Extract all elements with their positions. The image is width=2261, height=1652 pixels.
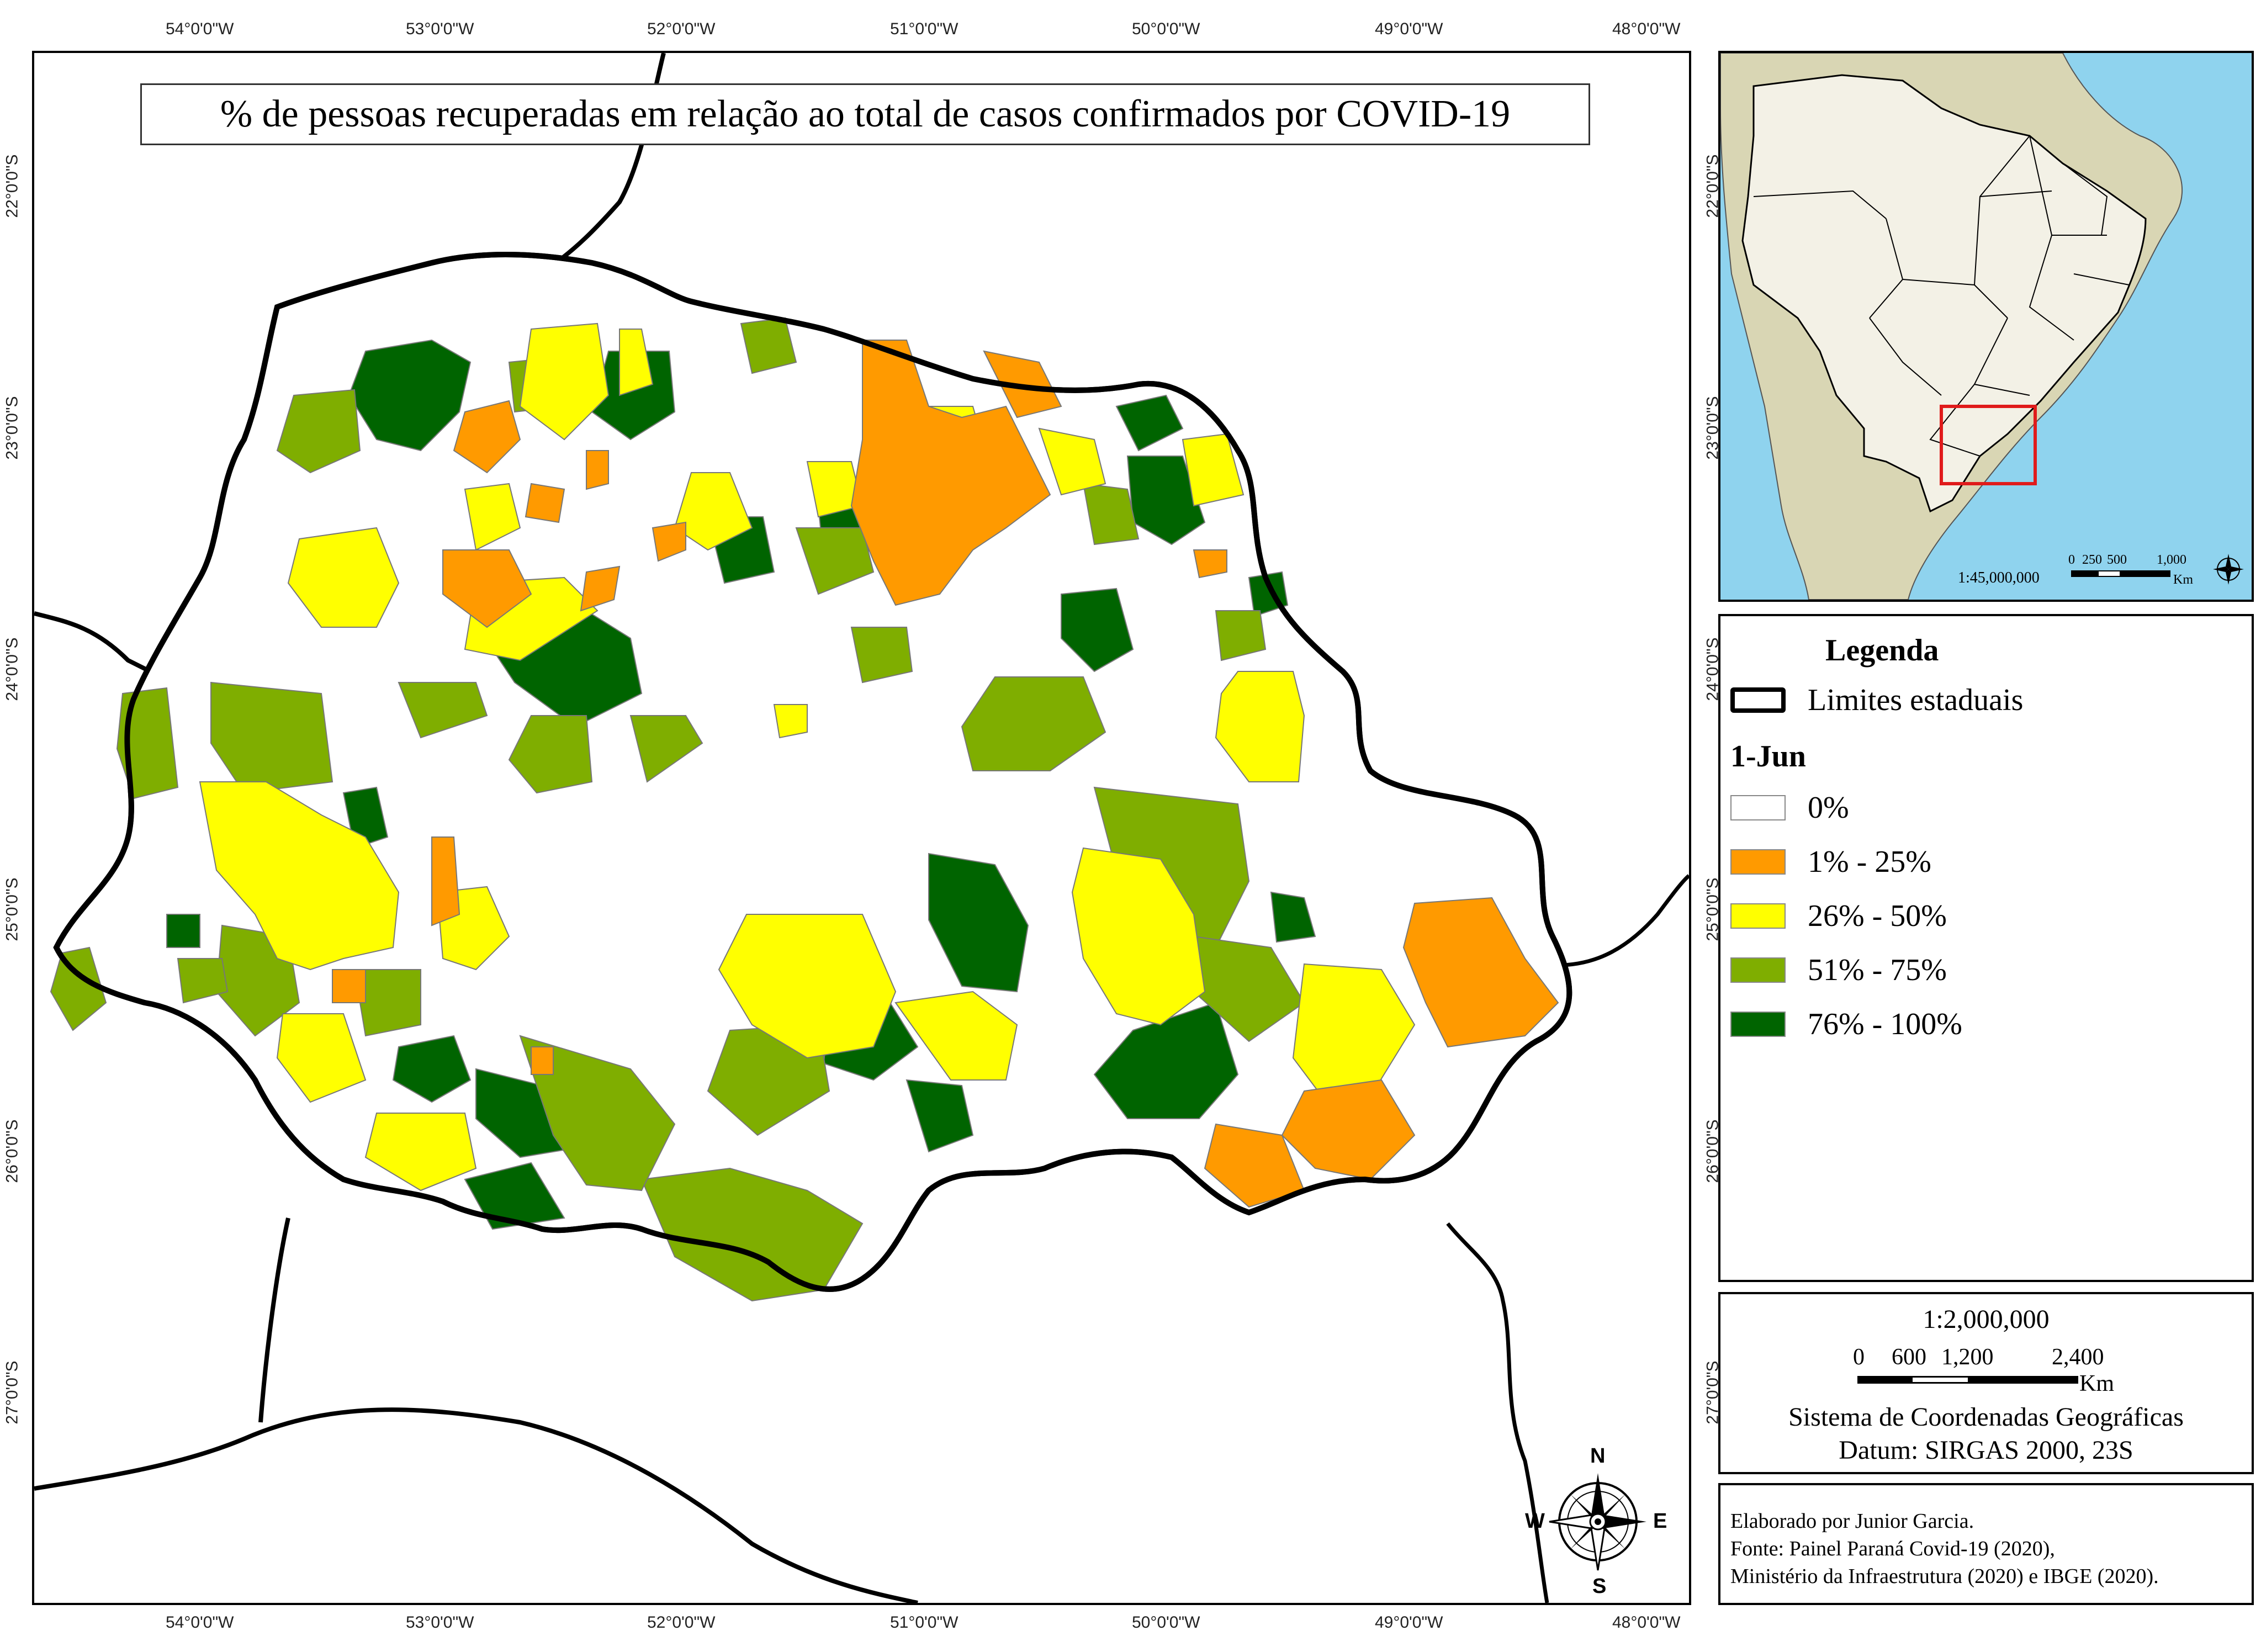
santa-catarina-coast (1446, 1222, 1549, 1603)
scale-unit: Km (2079, 1371, 2114, 1396)
inset-lat-tick-22: 22°0'0"S (1703, 154, 1722, 218)
credits-source-1: Fonte: Painel Paraná Covid-19 (2020), (1730, 1537, 2055, 1560)
sao-paulo-coast (1535, 874, 1689, 967)
legend-swatch-3 (1730, 957, 1786, 983)
inset-compass-icon (2213, 554, 2244, 585)
scale-label-600: 600 (1892, 1344, 1926, 1370)
legend-title: Legenda (1825, 633, 1939, 668)
lon-tick-top-49: 49°0'0"W (1375, 20, 1443, 38)
legend-class-2: 26% - 50% (1730, 898, 1947, 934)
scale-lat-tick-27: 27°0'0"S (1703, 1360, 1722, 1425)
lat-tick-left-22: 22°0'0"S (3, 154, 22, 218)
parana-map (34, 53, 1689, 1603)
lon-tick-bottom-52: 52°0'0"W (647, 1613, 716, 1632)
legend-lat-tick-25: 25°0'0"S (1703, 877, 1722, 941)
main-map-frame: % de pessoas recuperadas em relação ao t… (32, 51, 1691, 1605)
legend-label-4: 76% - 100% (1808, 1007, 1962, 1041)
compass-e-label: E (1653, 1510, 1667, 1533)
compass-rose-icon (1549, 1473, 1646, 1571)
lat-tick-left-26: 26°0'0"S (3, 1119, 22, 1183)
compass-w-label: W (1525, 1510, 1545, 1533)
scale-box: 1:2,000,000 0 600 1,200 2,400 Km Sistema… (1718, 1292, 2254, 1474)
legend-swatch-2 (1730, 903, 1786, 929)
north-arrow: N S W E (1525, 1444, 1669, 1599)
credits-source-2: Ministério da Infraestrutura (2020) e IB… (1730, 1565, 2159, 1588)
compass-n-label: N (1590, 1444, 1606, 1468)
south-state-line (258, 1217, 290, 1423)
lat-tick-left-25: 25°0'0"S (3, 877, 22, 941)
lon-tick-top-48: 48°0'0"W (1612, 20, 1681, 38)
inset-map-frame: 1:45,000,000 0 250 500 1,000 Km (1718, 51, 2254, 602)
inset-scale-bar: 0 250 500 1,000 Km (2068, 553, 2212, 591)
lon-tick-bottom-50: 50°0'0"W (1132, 1613, 1200, 1632)
legend-lat-tick-26: 26°0'0"S (1703, 1119, 1722, 1183)
inset-scale-500: 500 (2107, 553, 2127, 567)
legend-swatch-1 (1730, 849, 1786, 875)
legend-state-limits: Limites estaduais (1730, 682, 2023, 718)
municipality-patches (50, 317, 1559, 1302)
scale-ratio: 1:2,000,000 (1923, 1305, 2050, 1334)
credits-box: Elaborado por Junior Garcia. Fonte: Pain… (1718, 1483, 2254, 1605)
credits-author: Elaborado por Junior Garcia. (1730, 1510, 1974, 1533)
lon-tick-top-54: 54°0'0"W (166, 20, 234, 38)
lat-tick-left-24: 24°0'0"S (3, 637, 22, 701)
inset-scale-ratio: 1:45,000,000 (1958, 569, 2040, 586)
west-border-line (34, 611, 151, 674)
scale-label-1200: 1,200 (1941, 1344, 1994, 1370)
lon-tick-bottom-53: 53°0'0"W (406, 1613, 474, 1632)
compass-s-label: S (1592, 1575, 1607, 1598)
lon-tick-bottom-51: 51°0'0"W (890, 1613, 959, 1632)
inset-scale-0: 0 (2068, 553, 2075, 567)
inset-scale-unit: Km (2173, 573, 2193, 587)
inset-scale-250: 250 (2082, 553, 2102, 567)
legend-swatch-4 (1730, 1012, 1786, 1037)
brazil-land (1741, 74, 2147, 513)
datum-label: Datum: SIRGAS 2000, 23S (1839, 1436, 2133, 1465)
state-limits-label: Limites estaduais (1808, 683, 2024, 717)
legend-label-3: 51% - 75% (1808, 953, 1947, 987)
lon-tick-top-51: 51°0'0"W (890, 20, 959, 38)
lon-tick-bottom-49: 49°0'0"W (1375, 1613, 1443, 1632)
lon-tick-top-52: 52°0'0"W (647, 20, 716, 38)
south-border-river (34, 1407, 918, 1603)
legend-label-1: 1% - 25% (1808, 845, 1931, 879)
legend-class-4: 76% - 100% (1730, 1007, 1962, 1042)
legend-class-1: 1% - 25% (1730, 844, 1931, 880)
legend-label-2: 26% - 50% (1808, 899, 1947, 933)
legend-class-0: 0% (1730, 790, 1849, 825)
inset-map (1720, 53, 2252, 600)
state-limits-swatch (1730, 687, 1786, 713)
legend-date: 1-Jun (1730, 739, 1806, 774)
legend-class-3: 51% - 75% (1730, 952, 1947, 988)
lon-tick-top-50: 50°0'0"W (1132, 20, 1200, 38)
lat-tick-left-23: 23°0'0"S (3, 396, 22, 460)
lon-tick-bottom-54: 54°0'0"W (166, 1613, 234, 1632)
scale-bar: 0 600 1,200 2,400 Km (1853, 1344, 2140, 1396)
inset-lat-tick-23: 23°0'0"S (1703, 396, 1722, 460)
scale-label-0: 0 (1853, 1344, 1865, 1370)
legend-box: Legenda Limites estaduais 1-Jun 0% 1% - … (1718, 614, 2254, 1282)
legend-label-0: 0% (1808, 791, 1849, 825)
lat-tick-left-27: 27°0'0"S (3, 1360, 22, 1425)
crs-label: Sistema de Coordenadas Geográficas (1788, 1402, 2184, 1432)
legend-lat-tick-24: 24°0'0"S (1703, 637, 1722, 701)
parana-highlight-box (1940, 405, 2037, 485)
lon-tick-bottom-48: 48°0'0"W (1612, 1613, 1681, 1632)
map-title: % de pessoas recuperadas em relação ao t… (140, 83, 1590, 145)
scale-label-2400: 2,400 (2052, 1344, 2104, 1370)
inset-scale-1000: 1,000 (2157, 553, 2186, 567)
lon-tick-top-53: 53°0'0"W (406, 20, 474, 38)
legend-swatch-0 (1730, 795, 1786, 820)
